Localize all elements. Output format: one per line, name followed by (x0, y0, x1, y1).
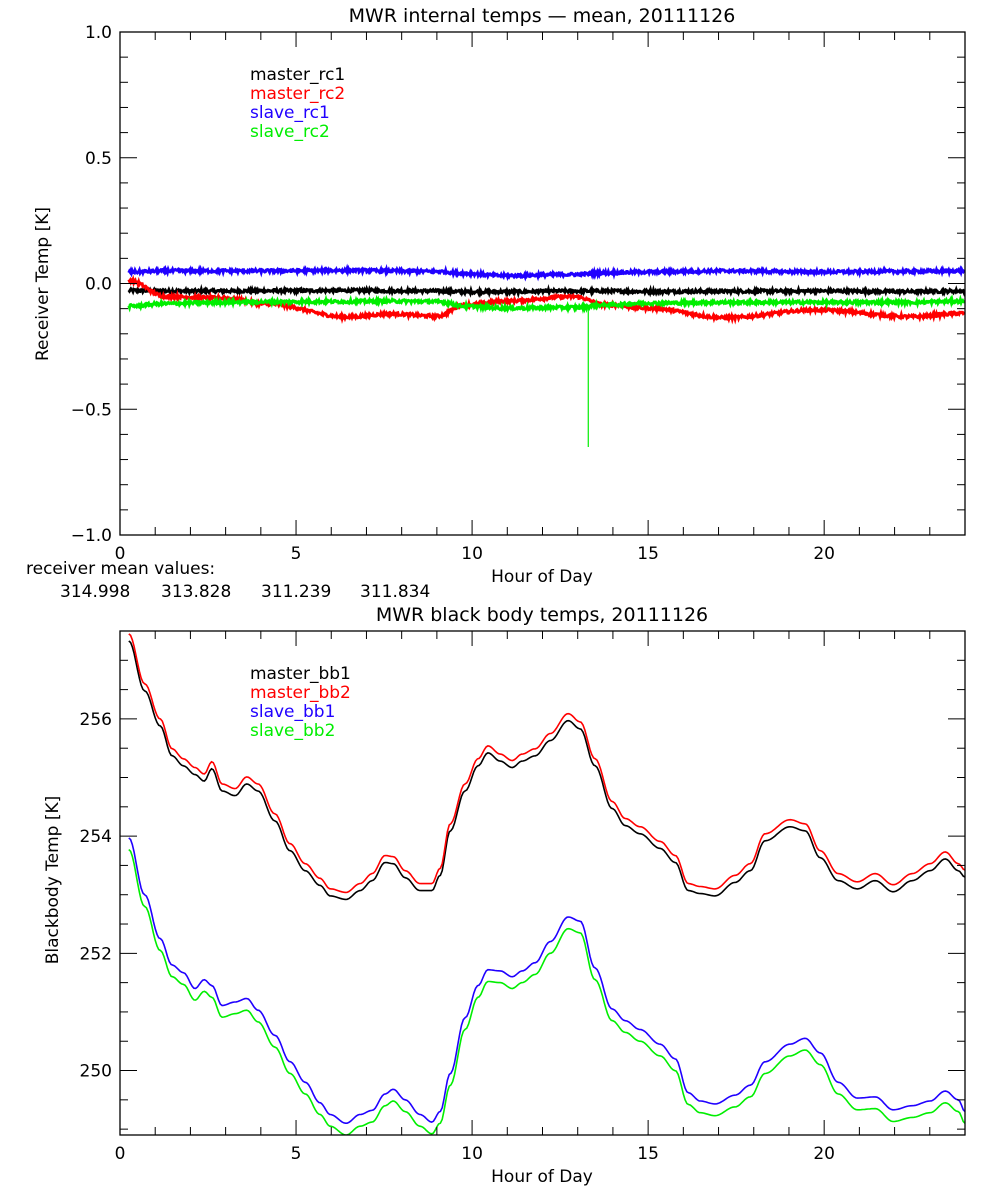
legend-master-bb1: master_bb1 (250, 664, 351, 684)
x-tick-label: 5 (291, 544, 302, 564)
legend-slave-bb2: slave_bb2 (250, 721, 335, 741)
series-line-slave_bb2 (128, 849, 965, 1135)
mean-value-master-rc1: 314.998 (60, 582, 130, 602)
legend-master-bb2: master_bb2 (250, 683, 351, 703)
receiver-ticks: 0 5 10 15 20 −1.0 −0.5 0.0 0.5 1.0 (71, 23, 966, 564)
legend-slave-bb1: slave_bb1 (250, 702, 335, 722)
x-tick-label: 5 (291, 1144, 302, 1164)
mean-value-slave-rc1: 311.239 (261, 582, 331, 602)
x-tick-label: 0 (115, 544, 126, 564)
series-line-master_bb2 (128, 633, 965, 894)
y-tick-label: −1.0 (71, 526, 112, 546)
receiver-plot-frame (119, 31, 966, 536)
y-tick-label: 0.5 (85, 149, 112, 169)
x-tick-label: 15 (637, 544, 659, 564)
x-tick-label: 0 (115, 1144, 126, 1164)
y-tick-label: 0.0 (85, 275, 112, 295)
series-line-slave_bb1 (128, 837, 965, 1124)
receiver-series-group (127, 263, 965, 447)
blackbody-series-group (128, 633, 965, 1135)
mean-value-master-rc2: 313.828 (161, 582, 231, 602)
series-line-master_bb1 (128, 640, 965, 901)
y-tick-label: −0.5 (71, 400, 112, 420)
blackbody-ticks: 0 5 10 15 20 250 252 254 256 (80, 630, 966, 1164)
series-line-slave_rc1 (127, 263, 965, 282)
legend-master-rc2: master_rc2 (250, 84, 345, 104)
receiver-mean-values-label: receiver mean values: (26, 559, 215, 579)
blackbody-y-axis-label: Blackbody Temp [K] (43, 796, 63, 965)
y-tick-label: 1.0 (85, 23, 112, 43)
y-tick-label: 256 (80, 710, 112, 730)
y-tick-label: 254 (80, 827, 112, 847)
series-line-slave_rc2 (127, 293, 965, 315)
receiver-temps-plot: MWR internal temps — mean, 20111126 0 5 10… (26, 5, 966, 602)
series-line-master_rc2 (127, 274, 965, 325)
x-tick-label: 20 (813, 1144, 835, 1164)
mean-value-slave-rc2: 311.834 (360, 582, 430, 602)
blackbody-plot-title: MWR black body temps, 20111126 (376, 604, 708, 626)
x-tick-label: 20 (813, 544, 835, 564)
receiver-x-axis-label: Hour of Day (491, 567, 593, 587)
series-line-master_rc1 (127, 283, 965, 299)
blackbody-plot-frame (119, 630, 966, 1136)
x-tick-label: 10 (461, 1144, 483, 1164)
receiver-y-axis-label: Receiver Temp [K] (33, 207, 53, 361)
receiver-plot-title: MWR internal temps — mean, 20111126 (349, 5, 736, 27)
blackbody-temps-plot: MWR black body temps, 20111126 0 5 10 15 20 2… (43, 604, 966, 1187)
blackbody-legend: master_bb1 master_bb2 slave_bb1 slave_bb… (250, 664, 351, 741)
y-tick-label: 252 (80, 944, 112, 964)
legend-slave-rc1: slave_rc1 (250, 103, 330, 123)
x-tick-label: 10 (461, 544, 483, 564)
legend-master-rc1: master_rc1 (250, 65, 345, 85)
y-tick-label: 250 (80, 1062, 112, 1082)
blackbody-x-axis-label: Hour of Day (491, 1167, 593, 1187)
receiver-legend: master_rc1 master_rc2 slave_rc1 slave_rc… (250, 65, 345, 142)
legend-slave-rc2: slave_rc2 (250, 122, 330, 142)
x-tick-label: 15 (637, 1144, 659, 1164)
